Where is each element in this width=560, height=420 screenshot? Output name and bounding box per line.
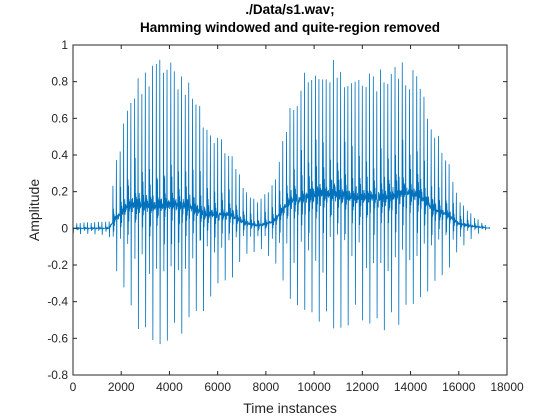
chart-title-line-1: ./Data/s1.wav;	[245, 2, 335, 17]
y-tick-label: 0.2	[51, 185, 68, 199]
chart-title-line-2: Hamming windowed and quite-region remove…	[139, 20, 441, 35]
x-axis-label: Time instances	[243, 400, 337, 416]
y-tick-label: 0.6	[51, 111, 68, 125]
signal-series	[72, 59, 491, 345]
y-tick-label: 0	[61, 221, 68, 235]
y-tick-label: 0.8	[51, 75, 68, 89]
x-tick-label: 14000	[394, 380, 428, 394]
x-tick-label: 16000	[442, 380, 476, 394]
y-tick-label: -0.6	[47, 331, 68, 345]
x-axis-ticks: 0 2000 4000 6000 8000 10000 12000 14000 16000 180…	[70, 45, 524, 394]
x-tick-label: 10000	[297, 380, 331, 394]
x-tick-label: 0	[70, 380, 77, 394]
x-tick-label: 12000	[346, 380, 380, 394]
y-axis-ticks: 1 0.8 0.6 0.4 0.2 0 -0.2 -0.4 -0.6 -0.8	[47, 38, 507, 382]
y-tick-label: 0.4	[51, 148, 68, 162]
x-tick-label: 4000	[156, 380, 183, 394]
axes-frame	[72, 44, 508, 376]
x-tick-label: 6000	[204, 380, 231, 394]
y-tick-label: -0.8	[47, 368, 68, 382]
x-tick-label: 8000	[253, 380, 280, 394]
x-tick-label: 2000	[108, 380, 135, 394]
y-tick-label: -0.2	[47, 258, 68, 272]
y-tick-label: -0.4	[47, 295, 68, 309]
y-tick-label: 1	[61, 38, 68, 52]
signal-line	[72, 59, 491, 345]
y-axis-label: Amplitude	[26, 178, 42, 242]
x-tick-label: 18000	[490, 380, 524, 394]
